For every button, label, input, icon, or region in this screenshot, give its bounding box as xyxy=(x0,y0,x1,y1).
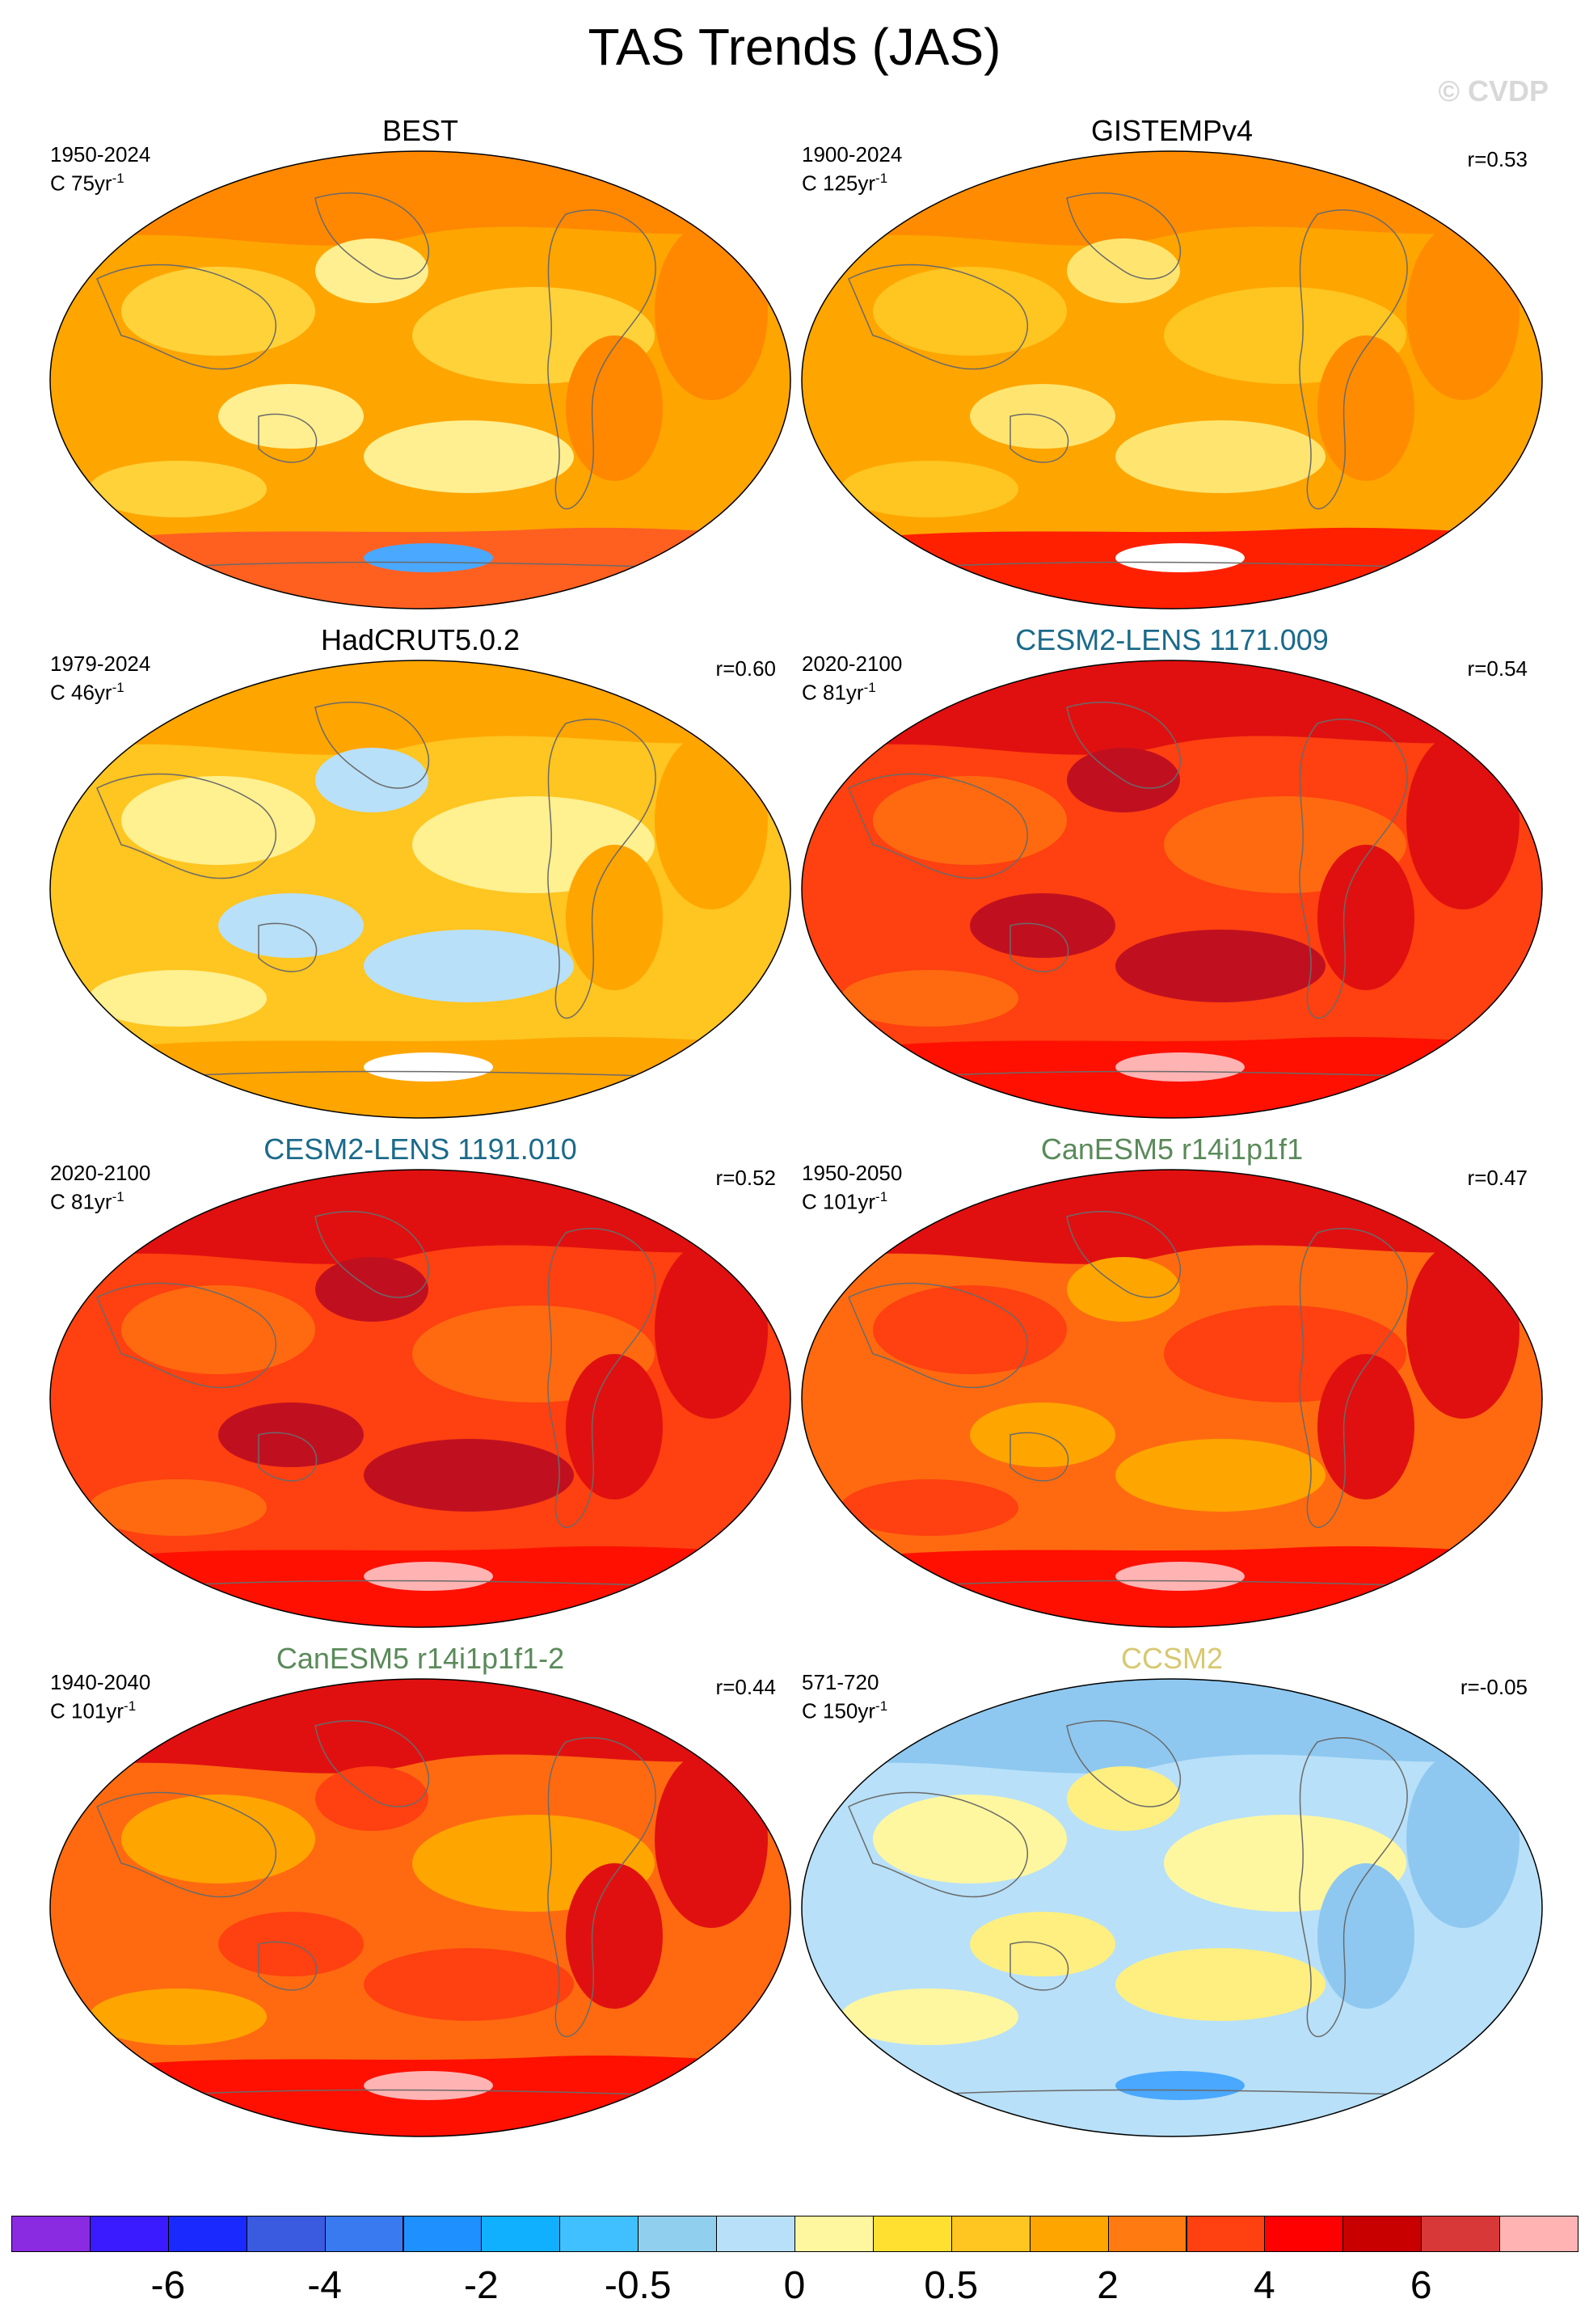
colorbar-tick-label: -2 xyxy=(464,2263,499,2308)
panel-title: CanESM5 r14i1p1f1-2 xyxy=(48,1641,792,1677)
map-panel: CanESM5 r14i1p1f1 1950-2050 C 101yr-1 r=0.4… xyxy=(800,1132,1544,1633)
colorbar-box xyxy=(1342,2216,1422,2252)
colorbar-tick-label: 6 xyxy=(1410,2263,1432,2308)
colorbar-tick-label: 0.5 xyxy=(924,2263,978,2308)
main-title: TAS Trends (JAS) xyxy=(0,15,1589,79)
colorbar-tick-label: -4 xyxy=(307,2263,342,2308)
colorbar-tick-label: 4 xyxy=(1254,2263,1275,2308)
map-plot xyxy=(48,1677,792,2142)
colorbar-tick-label: 0 xyxy=(784,2263,806,2308)
panel-title: GISTEMPv4 xyxy=(800,113,1544,149)
map-plot xyxy=(800,1677,1544,2142)
panel-title: CCSM2 xyxy=(800,1641,1544,1677)
map-panel: CanESM5 r14i1p1f1-2 1940-2040 C 101yr-1 r=0… xyxy=(48,1641,792,2142)
map-plot xyxy=(48,659,792,1124)
colorbar-box xyxy=(1499,2216,1578,2252)
colorbar-tick-label: -6 xyxy=(150,2263,185,2308)
map-panel: CESM2-LENS 1191.010 2020-2100 C 81yr-1 r=0.… xyxy=(48,1132,792,1633)
colorbar-box xyxy=(873,2216,952,2252)
map-plot xyxy=(800,150,1544,614)
colorbar-box xyxy=(638,2216,717,2252)
colorbar-box xyxy=(325,2216,404,2252)
colorbar-box xyxy=(1186,2216,1266,2252)
colorbar-box xyxy=(794,2216,874,2252)
colorbar-box xyxy=(247,2216,326,2252)
map-plot xyxy=(48,1168,792,1633)
colorbar-box xyxy=(1264,2216,1343,2252)
colorbar-box xyxy=(716,2216,795,2252)
colorbar-box xyxy=(559,2216,639,2252)
panel-title: BEST xyxy=(48,113,792,149)
panel-title: HadCRUT5.0.2 xyxy=(48,622,792,658)
map-panel: HadCRUT5.0.2 1979-2024 C 46yr-1 r=0.60 xyxy=(48,622,792,1124)
colorbar-box xyxy=(481,2216,560,2252)
colorbar xyxy=(11,2216,1578,2252)
map-panel: CCSM2 571-720 C 150yr-1 r=-0.05 xyxy=(800,1641,1544,2142)
map-plot xyxy=(800,659,1544,1124)
colorbar-box xyxy=(168,2216,247,2252)
colorbar-box xyxy=(951,2216,1031,2252)
colorbar-box xyxy=(1030,2216,1109,2252)
colorbar-tick-label: 2 xyxy=(1097,2263,1119,2308)
colorbar-box xyxy=(1108,2216,1187,2252)
map-panel: GISTEMPv4 1900-2024 C 125yr-1 r=0.53 xyxy=(800,113,1544,614)
colorbar-box xyxy=(1421,2216,1500,2252)
colorbar-box xyxy=(90,2216,169,2252)
colorbar-box xyxy=(11,2216,91,2252)
map-panel: CESM2-LENS 1171.009 2020-2100 C 81yr-1 r=0.… xyxy=(800,622,1544,1124)
panel-title: CESM2-LENS 1191.010 xyxy=(48,1132,792,1167)
panel-title: CanESM5 r14i1p1f1 xyxy=(800,1132,1544,1167)
map-plot xyxy=(800,1168,1544,1633)
map-panel: BEST 1950-2024 C 75yr-1 xyxy=(48,113,792,614)
map-plot xyxy=(48,150,792,614)
panel-title: CESM2-LENS 1171.009 xyxy=(800,622,1544,658)
colorbar-tick-label: -0.5 xyxy=(605,2263,672,2308)
copyright-text: © CVDP xyxy=(1438,74,1549,108)
colorbar-box xyxy=(403,2216,483,2252)
